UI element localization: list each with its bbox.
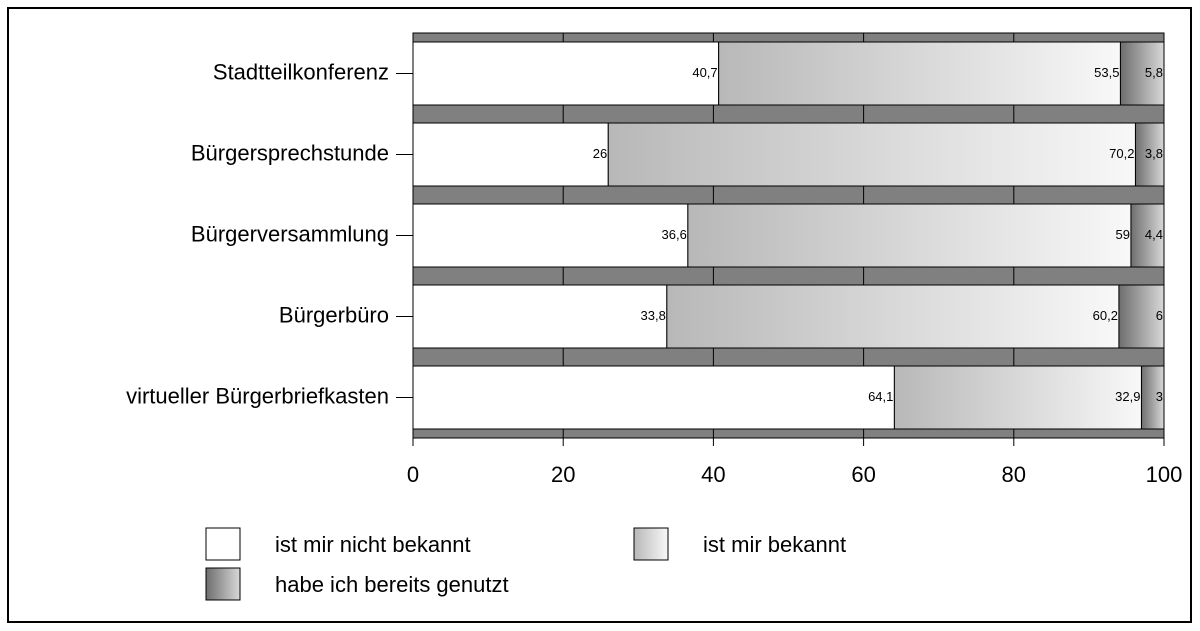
legend-label: ist mir nicht bekannt — [275, 532, 471, 557]
bar-segment — [1140, 365, 1165, 430]
category-label: Bürgerversammlung — [191, 221, 389, 246]
category-label: Stadtteilkonferenz — [213, 59, 389, 84]
value-label: 40,7 — [692, 65, 717, 80]
bar-segment — [412, 122, 609, 187]
bar-segment — [718, 41, 1121, 106]
x-tick-label: 80 — [1002, 462, 1026, 487]
bar-segment — [412, 41, 720, 106]
value-label: 64,1 — [868, 389, 893, 404]
bar-segment — [1119, 41, 1165, 106]
bar-segment — [1134, 122, 1165, 187]
value-label: 32,9 — [1115, 389, 1140, 404]
value-label: 6 — [1156, 308, 1163, 323]
bar-segment — [666, 284, 1120, 349]
category-label: Bürgersprechstunde — [191, 140, 389, 165]
value-label: 4,4 — [1145, 227, 1163, 242]
x-tick-label: 40 — [701, 462, 725, 487]
category-label: Bürgerbüro — [279, 302, 389, 327]
x-tick-label: 20 — [551, 462, 575, 487]
value-label: 33,8 — [641, 308, 666, 323]
value-label: 59 — [1115, 227, 1129, 242]
bar-segment — [607, 122, 1136, 187]
legend-label: ist mir bekannt — [703, 532, 846, 557]
value-label: 3 — [1156, 389, 1163, 404]
value-label: 5,8 — [1145, 65, 1163, 80]
x-tick-label: 0 — [407, 462, 419, 487]
bar-segment — [1118, 284, 1165, 349]
value-label: 70,2 — [1109, 146, 1134, 161]
bar-segment — [893, 365, 1142, 430]
value-label: 53,5 — [1094, 65, 1119, 80]
value-label: 3,8 — [1145, 146, 1163, 161]
legend-swatch — [205, 527, 241, 561]
legend-label: habe ich bereits genutzt — [275, 572, 509, 597]
bar-segment — [412, 284, 668, 349]
bar-segment — [412, 365, 895, 430]
x-tick-label: 60 — [851, 462, 875, 487]
legend-swatch — [205, 567, 241, 601]
bar-segment — [412, 203, 689, 268]
value-label: 26 — [593, 146, 607, 161]
category-label: virtueller Bürgerbriefkasten — [126, 383, 389, 408]
value-label: 36,6 — [662, 227, 687, 242]
x-tick-label: 100 — [1146, 462, 1183, 487]
legend-swatch — [633, 527, 669, 561]
value-label: 60,2 — [1093, 308, 1118, 323]
bar-segment — [1130, 203, 1165, 268]
bar-segment — [687, 203, 1132, 268]
